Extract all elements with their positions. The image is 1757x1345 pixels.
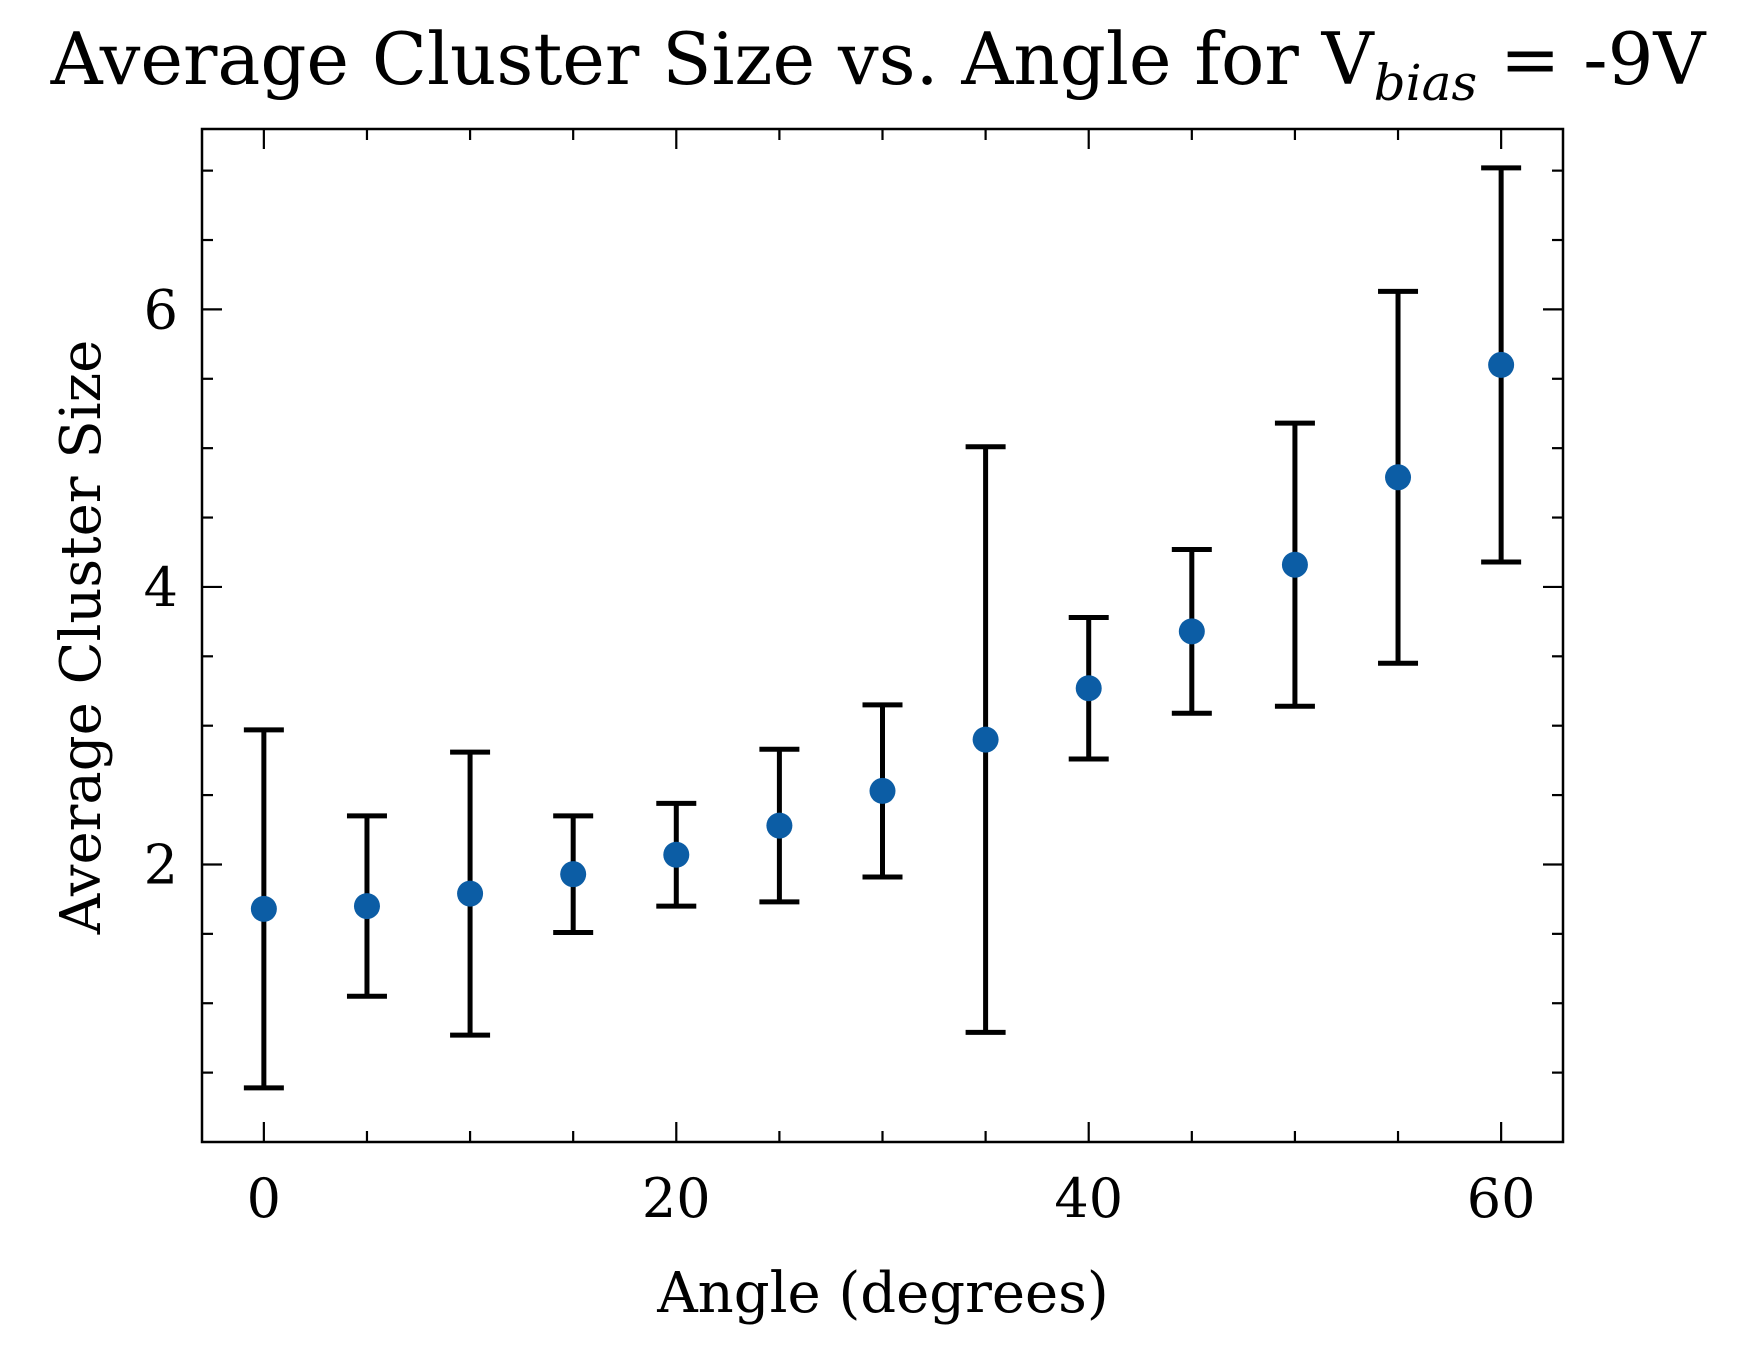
y-tick-label-6: 6 [144,278,178,341]
plot-frame [200,127,1565,1144]
chart-title-subscript: bias [1374,54,1477,112]
x-tick-label-40: 40 [1054,1167,1123,1230]
y-tick-label-4: 4 [144,556,178,619]
data-point-0 [250,895,277,922]
data-point-11 [1385,464,1412,491]
data-point-5 [766,812,793,839]
data-point-7 [972,726,999,753]
data-point-8 [1075,675,1102,702]
data-point-10 [1281,551,1308,578]
data-point-6 [869,777,896,804]
data-point-3 [560,861,587,888]
data-point-12 [1488,351,1515,378]
chart-title-main: Average Cluster Size vs. Angle for V [50,17,1376,101]
data-point-2 [457,880,484,907]
x-axis-label: Angle (degrees) [656,1261,1109,1326]
data-point-1 [353,893,380,920]
y-tick-label-2: 2 [144,833,178,896]
x-tick-label-20: 20 [642,1167,711,1230]
plot-area: 0 20 40 60 2 4 6 [144,127,1565,1230]
chart-title-suffix: = -9V [1477,17,1707,101]
x-tick-label-0: 0 [247,1167,281,1230]
y-axis-label: Average Cluster Size [49,340,114,936]
chart-title: Average Cluster Size vs. Angle for Vbias… [50,17,1708,112]
x-tick-label-60: 60 [1467,1167,1536,1230]
data-point-9 [1178,618,1205,645]
data-point-4 [663,841,690,868]
